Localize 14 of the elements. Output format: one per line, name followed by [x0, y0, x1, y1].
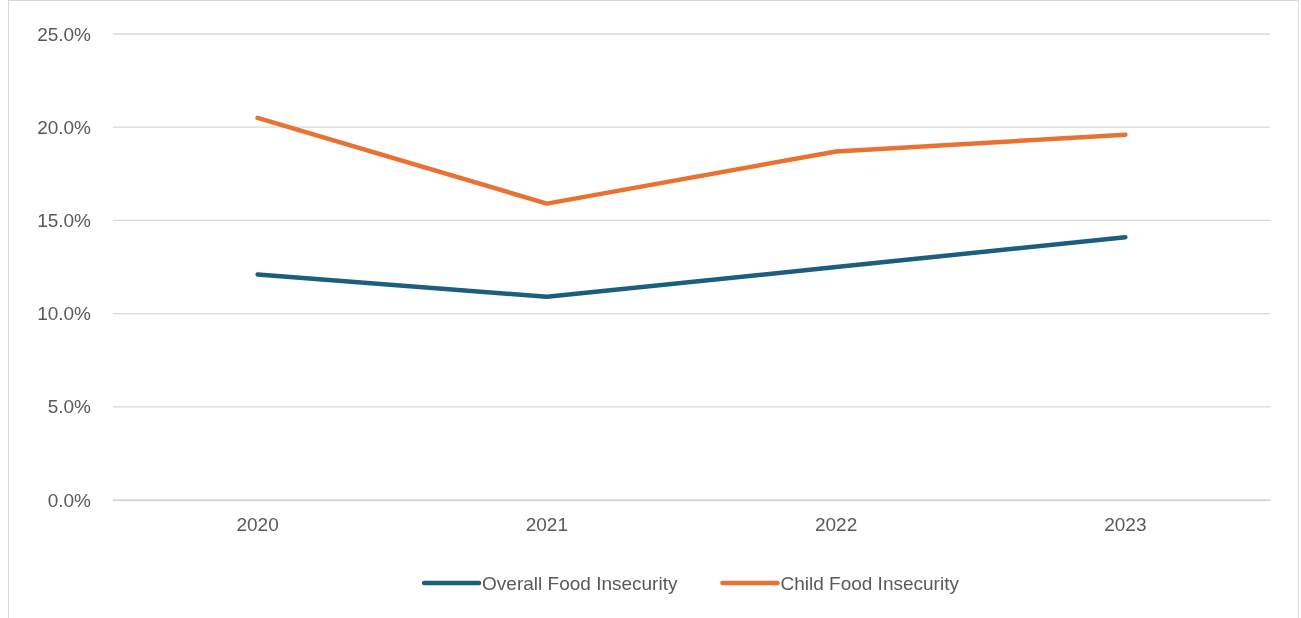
y-tick-label: 15.0%: [37, 209, 92, 231]
y-tick-label: 5.0%: [47, 396, 92, 418]
y-tick-label: 10.0%: [37, 303, 92, 325]
legend-label: Overall Food Insecurity: [482, 573, 678, 594]
x-tick-label: 2023: [1104, 514, 1147, 536]
y-tick-label: 0.0%: [47, 489, 92, 511]
x-tick-label: 2020: [236, 514, 279, 536]
x-tick-label: 2022: [814, 514, 858, 536]
line-series: [255, 115, 1128, 206]
y-tick-label: 25.0%: [37, 23, 92, 45]
y-tick-label: 20.0%: [37, 116, 92, 138]
line-series: [255, 234, 1128, 300]
x-tick-label: 2021: [525, 514, 569, 536]
legend-label: Child Food Insecurity: [780, 573, 960, 594]
